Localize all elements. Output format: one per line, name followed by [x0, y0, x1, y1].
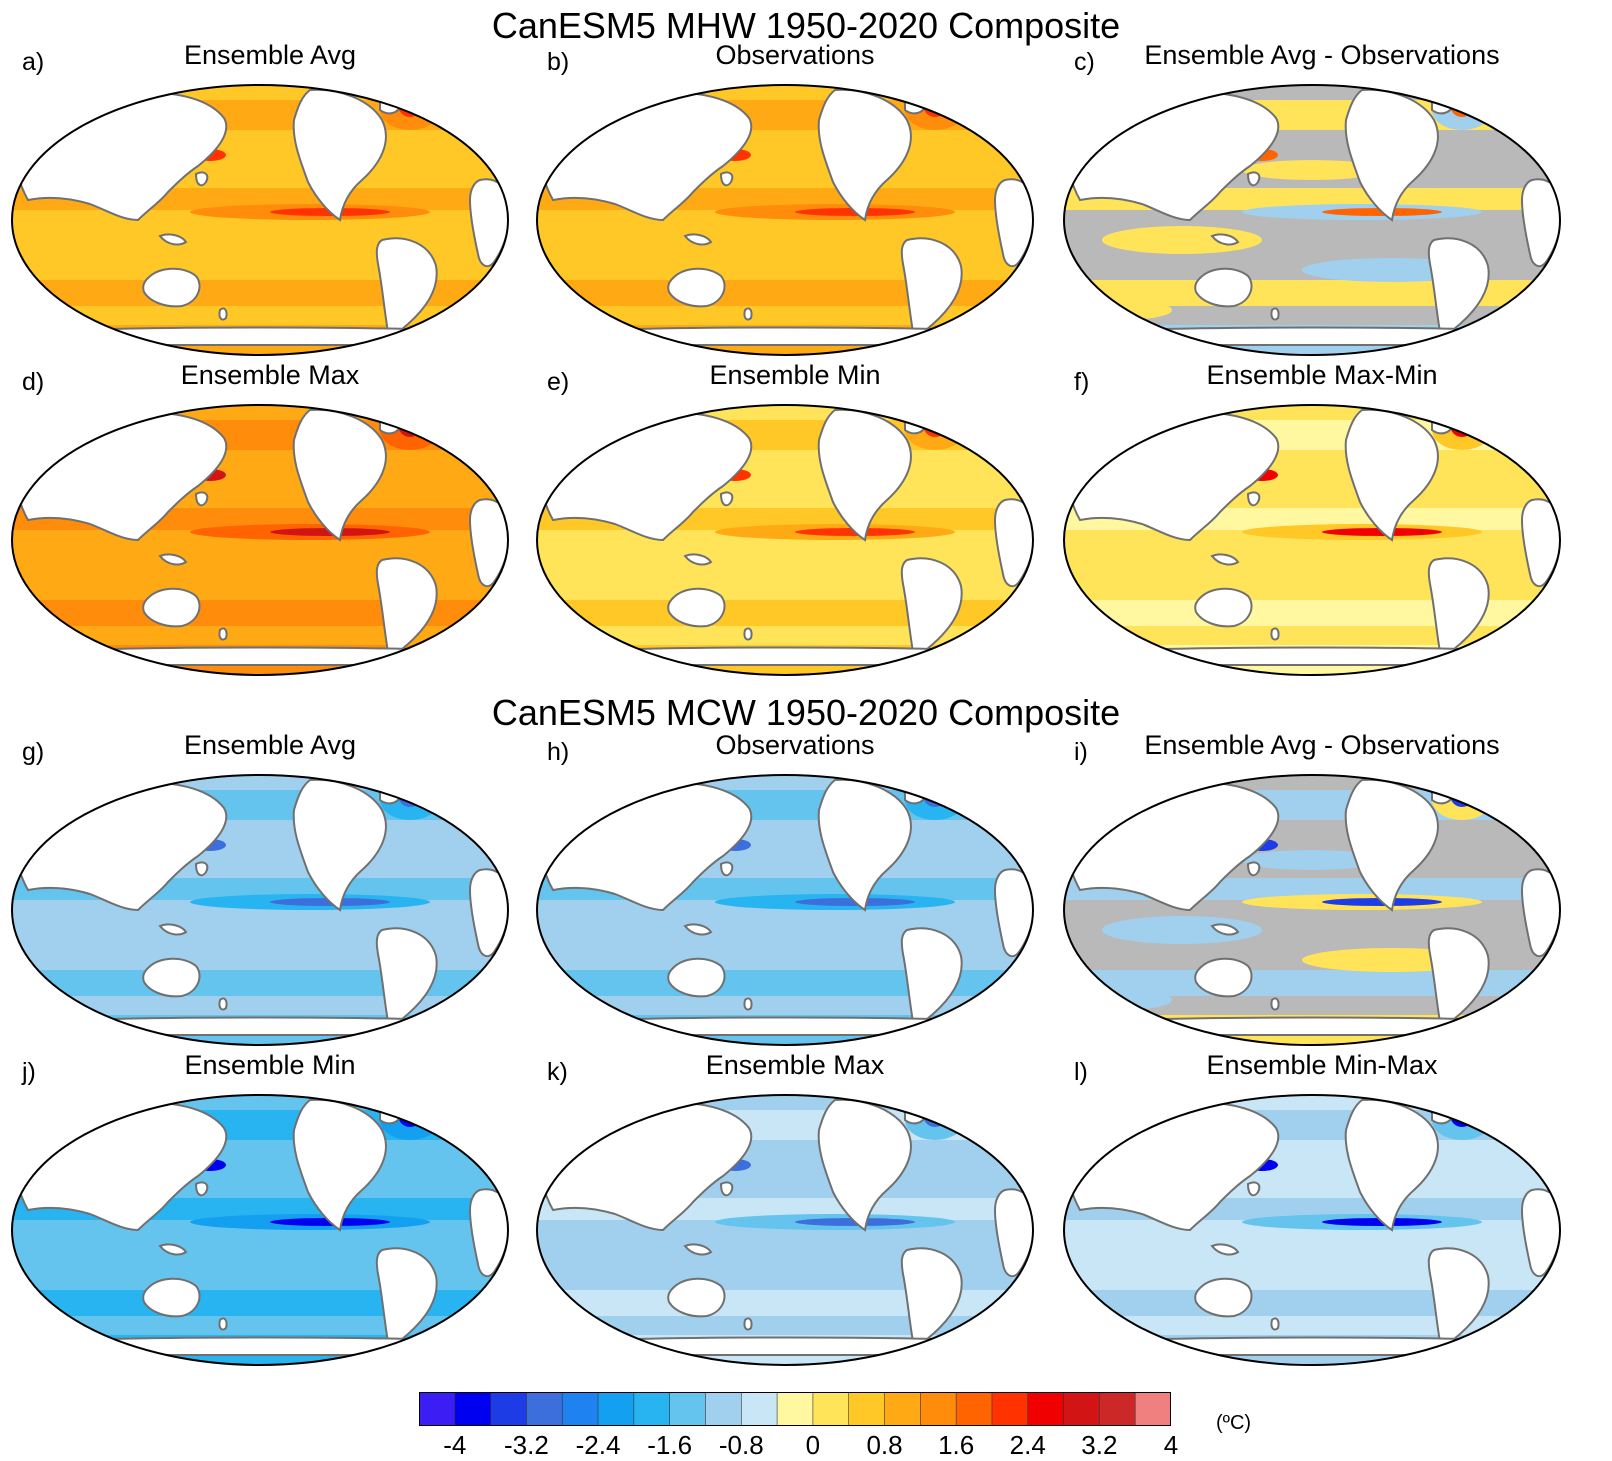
colorbar-swatch [669, 1392, 707, 1426]
map-panel: b) Observations [535, 40, 1055, 356]
global-map [11, 84, 509, 356]
mcw-section-title: CanESM5 MCW 1950-2020 Composite [491, 692, 1121, 733]
global-map [536, 1094, 1034, 1366]
global-map [1063, 774, 1561, 1046]
colorbar-swatch [597, 1392, 635, 1426]
map-panel: d) Ensemble Max [10, 360, 530, 676]
panel-letter: h) [547, 738, 570, 766]
colorbar-tick-label: -4 [443, 1430, 467, 1460]
global-map [11, 774, 509, 1046]
panel-title: Observations [715, 730, 875, 760]
colorbar-swatch [955, 1392, 993, 1426]
colorbar-swatch [1063, 1392, 1101, 1426]
colorbar-swatch [705, 1392, 743, 1426]
panel-title: Ensemble Min-Max [1206, 1050, 1438, 1080]
map-panel: j) Ensemble Min [10, 1050, 530, 1366]
colorbar-tick-label: -1.6 [647, 1430, 693, 1460]
panel-title: Ensemble Min [184, 1050, 356, 1080]
colorbar-tick-label: 4 [1163, 1430, 1179, 1460]
colorbar-swatch [561, 1392, 599, 1426]
colorbar-swatch [1027, 1392, 1065, 1426]
map-panel: e) Ensemble Min [535, 360, 1055, 676]
colorbar-tick-label: 2.4 [1009, 1430, 1046, 1460]
panel-title: Ensemble Avg - Observations [1144, 730, 1500, 760]
global-map [11, 1094, 509, 1366]
map-panel: l) Ensemble Min-Max [1062, 1050, 1582, 1366]
panel-title: Ensemble Max-Min [1206, 360, 1438, 390]
colorbar-swatch [776, 1392, 814, 1426]
colorbar-tick-label: -3.2 [504, 1430, 549, 1460]
panel-letter: j) [22, 1058, 36, 1086]
global-map [536, 84, 1034, 356]
map-panel: a) Ensemble Avg [10, 40, 530, 356]
colorbar-swatch [1134, 1392, 1171, 1426]
panel-letter: e) [547, 368, 570, 396]
global-map [1063, 404, 1561, 676]
map-panel: h) Observations [535, 730, 1055, 1046]
panel-title: Ensemble Min [709, 360, 881, 390]
colorbar-swatch [920, 1392, 957, 1426]
global-map [536, 774, 1034, 1046]
map-panel: k) Ensemble Max [535, 1050, 1055, 1366]
colorbar-swatch [633, 1392, 671, 1426]
colorbar-swatch [526, 1392, 564, 1426]
panel-title: Observations [715, 40, 875, 70]
panel-letter: i) [1074, 738, 1088, 766]
colorbar [419, 1392, 1171, 1426]
map-panel: i) Ensemble Avg - Observations [1062, 730, 1582, 1046]
colorbar-swatch [884, 1392, 922, 1426]
panel-title: Ensemble Max [180, 360, 360, 390]
colorbar-tick-label: 3.2 [1081, 1430, 1118, 1460]
panel-title: Ensemble Avg [183, 730, 357, 760]
colorbar-unit: (ºC) [1216, 1412, 1252, 1434]
colorbar-swatch [848, 1392, 886, 1426]
panel-title: Ensemble Avg [183, 40, 357, 70]
colorbar-tick-label: -0.8 [718, 1430, 764, 1460]
panel-letter: f) [1074, 368, 1090, 396]
panel-title: Ensemble Max [705, 1050, 885, 1080]
panel-letter: d) [22, 368, 45, 396]
panel-letter: b) [547, 48, 570, 76]
panel-title: Ensemble Avg - Observations [1144, 40, 1500, 70]
colorbar-tick-label: 1.6 [938, 1430, 975, 1460]
panel-letter: a) [22, 48, 45, 76]
colorbar-swatch [490, 1392, 528, 1426]
panel-letter: g) [22, 738, 45, 766]
global-map [1063, 84, 1561, 356]
panel-letter: k) [547, 1058, 568, 1086]
colorbar-swatch [419, 1392, 456, 1426]
panel-letter: l) [1074, 1058, 1088, 1086]
map-panel: g) Ensemble Avg [10, 730, 530, 1046]
colorbar-swatch [1099, 1392, 1136, 1426]
colorbar-tick-label: 0.8 [866, 1430, 903, 1460]
colorbar-swatch [740, 1392, 778, 1426]
map-panel: f) Ensemble Max-Min [1062, 360, 1582, 676]
colorbar-swatch [812, 1392, 850, 1426]
colorbar-tick-label: 0 [805, 1430, 821, 1460]
global-map [536, 404, 1034, 676]
mhw-section-title: CanESM5 MHW 1950-2020 Composite [491, 5, 1121, 46]
panel-letter: c) [1074, 48, 1095, 76]
map-panel: c) Ensemble Avg - Observations [1062, 40, 1582, 356]
colorbar-swatch [454, 1392, 492, 1426]
colorbar-tick-label: -2.4 [575, 1430, 621, 1460]
global-map [11, 404, 509, 676]
colorbar-swatch [991, 1392, 1029, 1426]
global-map [1063, 1094, 1561, 1366]
